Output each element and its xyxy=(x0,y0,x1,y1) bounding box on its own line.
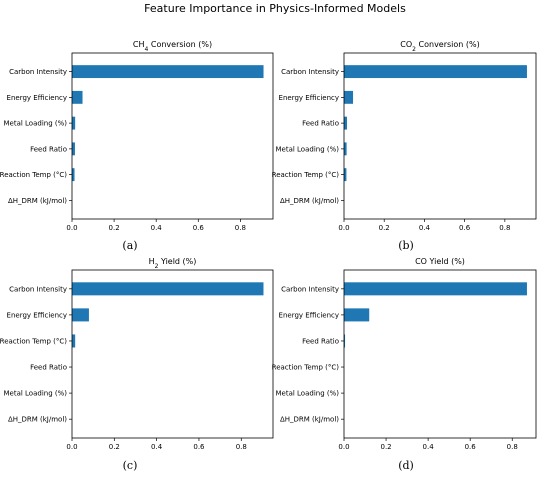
x-tick-label: 0.6 xyxy=(465,443,477,451)
x-tick-label: 0.4 xyxy=(423,443,435,451)
x-tick-label: 0.2 xyxy=(379,224,390,232)
category-label: Energy Efficiency xyxy=(279,311,339,319)
category-label: Carbon Intensity xyxy=(9,285,67,293)
category-label: ΔH_DRM (kJ/mol) xyxy=(8,197,67,205)
panel-caption: (b) xyxy=(398,239,414,252)
category-label: Carbon Intensity xyxy=(9,68,67,76)
x-tick-label: 0.6 xyxy=(459,224,471,232)
category-label: Reaction Temp (°C) xyxy=(272,171,340,179)
x-tick-label: 0.2 xyxy=(109,224,120,232)
category-label: ΔH_DRM (kJ/mol) xyxy=(280,416,339,424)
x-tick-label: 0.6 xyxy=(193,224,205,232)
chart-panels: CH4 Conversion (%) Carbon Intensity Energy… xyxy=(0,40,537,472)
chart-panel-4: CO Yield (%) Carbon Intensity Energy Effic… xyxy=(272,257,537,472)
category-label: Energy Efficiency xyxy=(7,94,67,102)
x-tick-label: 0.0 xyxy=(338,443,349,451)
subplot-title-subscript: 2 xyxy=(155,263,159,270)
subplot-title-rest: Yield (%) xyxy=(158,257,196,266)
category-label: Carbon Intensity xyxy=(281,68,339,76)
subplot-title-main: CO xyxy=(400,40,412,49)
x-tick-label: 0.8 xyxy=(236,443,247,451)
subplot-title-rest: Conversion (%) xyxy=(148,40,212,49)
bar xyxy=(72,116,76,130)
category-label: Reaction Temp (°C) xyxy=(0,171,67,179)
subplot-title: CH4 Conversion (%) xyxy=(133,40,212,53)
bar xyxy=(72,168,75,182)
category-label: Feed Ratio xyxy=(302,120,339,128)
subplot-title-main: CH xyxy=(133,40,145,49)
bar xyxy=(344,142,347,156)
chart-panel-3: H2 Yield (%) Carbon Intensity Energy Effic… xyxy=(0,257,274,472)
bar xyxy=(72,65,264,79)
subplot-title: CO Yield (%) xyxy=(415,257,465,266)
panel-caption: (a) xyxy=(122,239,137,252)
bar xyxy=(72,142,75,156)
plot-frame xyxy=(343,52,537,220)
panel-caption: (d) xyxy=(398,459,414,472)
subplot-title-subscript: 2 xyxy=(412,46,416,53)
bar xyxy=(72,90,83,104)
subplot-title-rest: Conversion (%) xyxy=(416,40,480,49)
x-tick-label: 0.8 xyxy=(507,443,518,451)
bar xyxy=(344,90,354,104)
bar xyxy=(344,308,370,322)
bar xyxy=(72,308,89,322)
category-label: Energy Efficiency xyxy=(7,311,67,319)
x-tick-label: 0.8 xyxy=(499,224,510,232)
category-label: Metal Loading (%) xyxy=(3,120,67,128)
subplot-title: CO2 Conversion (%) xyxy=(400,40,480,53)
x-tick-label: 0.0 xyxy=(66,443,77,451)
x-tick-label: 0.8 xyxy=(235,224,246,232)
subplot-title: H2 Yield (%) xyxy=(149,257,197,270)
plot-frame xyxy=(343,269,537,439)
chart-panel-1: CH4 Conversion (%) Carbon Intensity Energy… xyxy=(0,40,274,252)
category-label: Reaction Temp (°C) xyxy=(272,364,340,372)
plot-frame xyxy=(71,52,274,220)
bar xyxy=(72,282,264,296)
bar xyxy=(344,65,527,79)
category-label: Feed Ratio xyxy=(302,337,339,345)
category-label: Carbon Intensity xyxy=(281,285,339,293)
bar xyxy=(344,282,527,296)
category-label: Feed Ratio xyxy=(30,145,67,153)
x-tick-label: 0.4 xyxy=(419,224,431,232)
category-label: ΔH_DRM (kJ/mol) xyxy=(8,416,67,424)
category-label: Feed Ratio xyxy=(30,364,67,372)
figure-title: Feature Importance in Physics-Informed M… xyxy=(144,2,406,15)
subplot-title-main: CO Yield (%) xyxy=(415,257,465,266)
category-label: ΔH_DRM (kJ/mol) xyxy=(280,197,339,205)
bar xyxy=(344,116,348,130)
x-tick-label: 0.4 xyxy=(151,443,163,451)
category-label: Metal Loading (%) xyxy=(275,390,339,398)
category-label: Reaction Temp (°C) xyxy=(0,337,67,345)
subplot-title-main: H xyxy=(149,257,155,266)
x-tick-label: 0.2 xyxy=(380,443,391,451)
x-tick-label: 0.0 xyxy=(338,224,349,232)
bar xyxy=(72,334,76,348)
x-tick-label: 0.0 xyxy=(66,224,77,232)
x-tick-label: 0.2 xyxy=(109,443,120,451)
subplot-title-subscript: 4 xyxy=(145,46,149,53)
category-label: Metal Loading (%) xyxy=(275,145,339,153)
plot-frame xyxy=(71,269,274,439)
x-tick-label: 0.6 xyxy=(193,443,205,451)
category-label: Metal Loading (%) xyxy=(3,390,67,398)
x-tick-label: 0.4 xyxy=(151,224,163,232)
panel-caption: (c) xyxy=(123,459,138,472)
bar xyxy=(344,168,347,182)
bar xyxy=(344,334,346,348)
category-label: Energy Efficiency xyxy=(279,94,339,102)
chart-panel-2: CO2 Conversion (%) Carbon Intensity Energy… xyxy=(272,40,537,252)
